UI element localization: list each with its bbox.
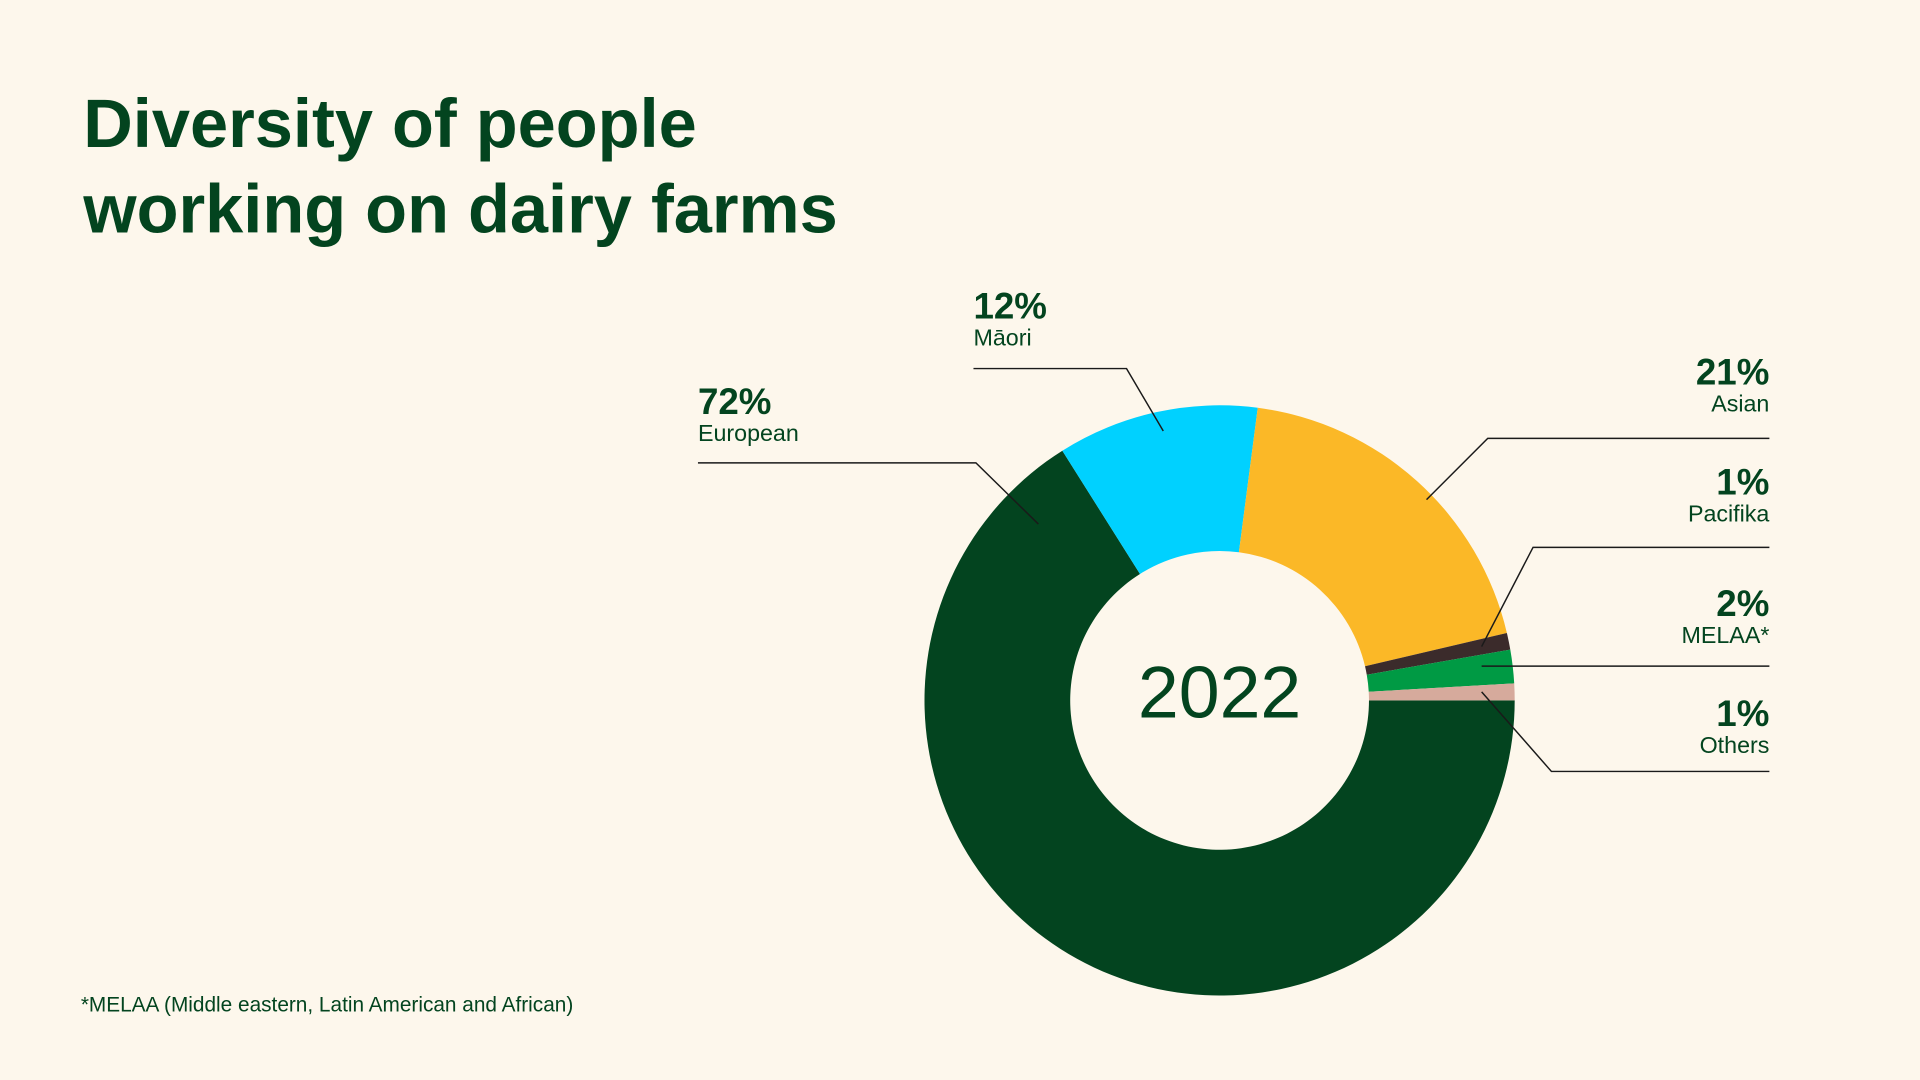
category-label: Māori: [973, 324, 1031, 350]
category-label: MELAA*: [1682, 622, 1770, 648]
leader-line: [697, 462, 1039, 525]
donut-segment: [924, 450, 1515, 996]
donut-segment: [1368, 683, 1515, 701]
leader-line: [1481, 691, 1770, 773]
category-label: European: [698, 420, 799, 446]
value-label: 1%: [1716, 693, 1769, 734]
leader-line: [1426, 437, 1770, 501]
donut-segment: [1366, 649, 1515, 692]
category-label: Others: [1700, 732, 1770, 758]
value-label: 21%: [1696, 351, 1770, 392]
footnote: *MELAA (Middle eastern, Latin American a…: [81, 993, 573, 1016]
donut: [924, 405, 1515, 996]
category-label: Asian: [1711, 390, 1769, 416]
donut-segment: [1062, 405, 1258, 574]
donut-segment: [1238, 407, 1507, 667]
center-label: 2022: [1138, 650, 1301, 733]
leader-line: [1480, 546, 1770, 647]
value-label: 1%: [1716, 462, 1769, 503]
leader-line: [973, 367, 1164, 432]
value-label: 2%: [1716, 583, 1769, 624]
donut-segment: [1365, 632, 1511, 675]
value-label: 72%: [698, 381, 772, 422]
value-label: 12%: [973, 285, 1047, 326]
chart-title: Diversity of people working on dairy far…: [83, 84, 838, 248]
category-label: Pacifika: [1688, 501, 1769, 527]
title-box: Diversity of people working on dairy far…: [83, 84, 838, 248]
